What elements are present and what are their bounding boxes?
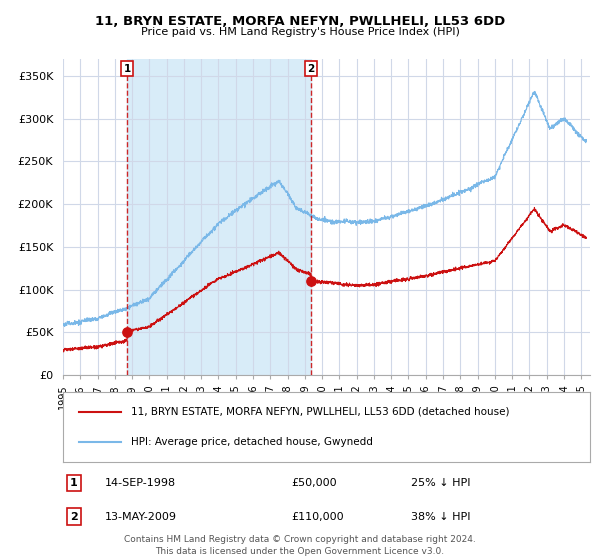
Text: 11, BRYN ESTATE, MORFA NEFYN, PWLLHELI, LL53 6DD: 11, BRYN ESTATE, MORFA NEFYN, PWLLHELI, … bbox=[95, 15, 505, 27]
Text: HPI: Average price, detached house, Gwynedd: HPI: Average price, detached house, Gwyn… bbox=[131, 437, 373, 447]
Text: £50,000: £50,000 bbox=[291, 478, 337, 488]
Point bbox=[306, 277, 316, 286]
Text: 38% ↓ HPI: 38% ↓ HPI bbox=[411, 512, 470, 521]
Text: 2: 2 bbox=[307, 63, 314, 73]
Bar bbox=[127, 59, 311, 375]
Text: 1: 1 bbox=[70, 478, 77, 488]
Text: 11, BRYN ESTATE, MORFA NEFYN, PWLLHELI, LL53 6DD (detached house): 11, BRYN ESTATE, MORFA NEFYN, PWLLHELI, … bbox=[131, 407, 510, 417]
Text: Price paid vs. HM Land Registry's House Price Index (HPI): Price paid vs. HM Land Registry's House … bbox=[140, 27, 460, 37]
Text: 25% ↓ HPI: 25% ↓ HPI bbox=[411, 478, 470, 488]
Text: 14-SEP-1998: 14-SEP-1998 bbox=[105, 478, 176, 488]
Text: £110,000: £110,000 bbox=[291, 512, 344, 521]
Text: Contains HM Land Registry data © Crown copyright and database right 2024.
This d: Contains HM Land Registry data © Crown c… bbox=[124, 535, 476, 556]
Text: 1: 1 bbox=[124, 63, 131, 73]
Text: 2: 2 bbox=[70, 512, 77, 521]
Text: 13-MAY-2009: 13-MAY-2009 bbox=[105, 512, 177, 521]
Point bbox=[122, 328, 132, 337]
